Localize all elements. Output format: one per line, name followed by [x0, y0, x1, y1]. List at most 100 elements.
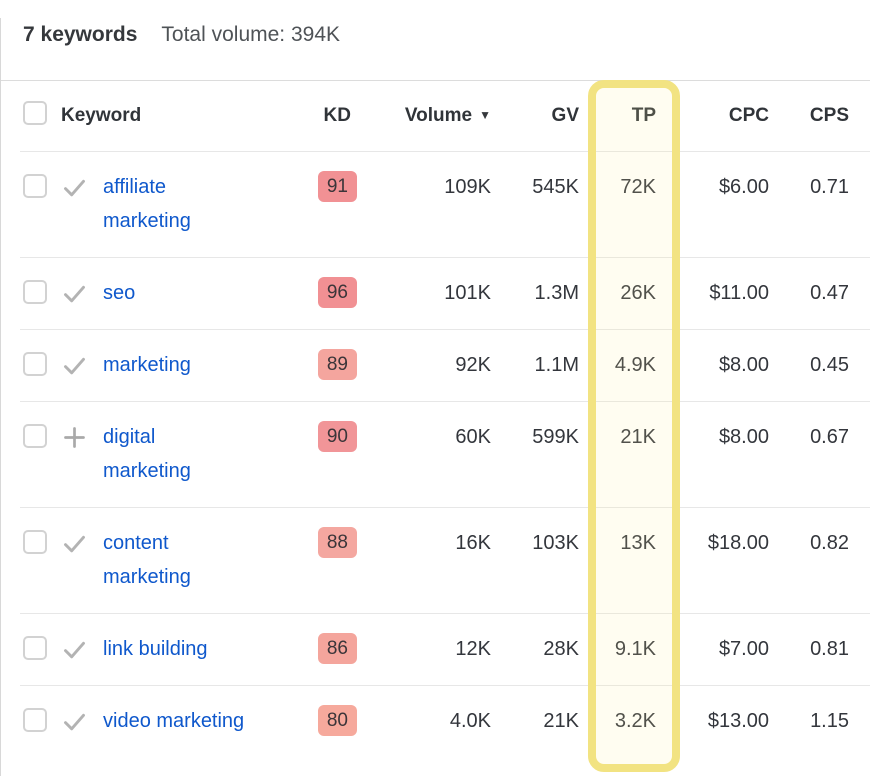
cps-cell: 0.71: [810, 176, 849, 198]
keyword-count: 7 keywords: [23, 23, 138, 46]
tp-cell: 3.2K: [614, 710, 656, 732]
column-header-gv[interactable]: GV: [551, 105, 579, 126]
row-status-cell: [61, 170, 103, 201]
table-row: digital marketing 90 60K 599K 21K $8.00 …: [1, 401, 870, 507]
sort-descending-icon: ▼: [479, 108, 491, 122]
kd-cell: 90: [248, 420, 365, 452]
row-checkbox[interactable]: [23, 636, 47, 660]
column-header-keyword[interactable]: Keyword: [61, 105, 142, 126]
column-header-volume-label: Volume: [404, 105, 473, 126]
tp-cell: 21K: [620, 426, 656, 448]
gv-cell: 21K: [543, 710, 579, 732]
check-icon[interactable]: [61, 530, 88, 557]
keyword-cell: link building: [103, 632, 248, 666]
kd-cell: 96: [248, 276, 365, 308]
cpc-cell: $6.00: [718, 176, 769, 198]
column-header-cps[interactable]: CPS: [809, 105, 849, 126]
kd-badge: 88: [317, 527, 357, 558]
keyword-cell: digital marketing: [103, 420, 248, 488]
keyword-cell: content marketing: [103, 526, 248, 594]
gv-cell: 1.1M: [534, 354, 579, 376]
row-checkbox-cell: [23, 526, 61, 559]
keyword-cell: seo: [103, 276, 248, 310]
keyword-cell: video marketing: [103, 704, 248, 738]
cpc-cell: $8.00: [718, 354, 769, 376]
select-all-cell: [23, 101, 61, 131]
keyword-link[interactable]: digital marketing: [103, 426, 191, 482]
volume-cell: 101K: [444, 282, 491, 304]
column-header-volume[interactable]: Volume ▼: [365, 105, 491, 127]
keyword-link[interactable]: link building: [103, 638, 208, 660]
tp-cell: 72K: [620, 176, 656, 198]
kd-badge: 86: [317, 633, 357, 664]
check-icon[interactable]: [61, 636, 88, 663]
tp-cell: 4.9K: [614, 354, 656, 376]
row-status-cell: [61, 276, 103, 307]
row-checkbox-cell: [23, 170, 61, 203]
row-checkbox-cell: [23, 348, 61, 381]
row-checkbox[interactable]: [23, 174, 47, 198]
tp-cell: 13K: [620, 532, 656, 554]
column-header-tp[interactable]: TP: [631, 105, 656, 126]
row-checkbox[interactable]: [23, 708, 47, 732]
cpc-cell: $11.00: [709, 282, 769, 304]
keyword-cell: affiliate marketing: [103, 170, 248, 238]
table-summary-bar: 7 keywords Total volume: 394K: [1, 18, 870, 81]
row-checkbox-cell: [23, 420, 61, 453]
column-header-cpc[interactable]: CPC: [728, 105, 769, 126]
keyword-link[interactable]: seo: [103, 282, 136, 304]
row-status-cell: [61, 348, 103, 379]
row-checkbox[interactable]: [23, 280, 47, 304]
table-row: seo 96 101K 1.3M 26K $11.00 0.47: [1, 257, 870, 329]
cpc-cell: $8.00: [718, 426, 769, 448]
kd-cell: 86: [248, 632, 365, 664]
row-checkbox-cell: [23, 632, 61, 665]
kd-badge: 96: [317, 277, 357, 308]
row-checkbox[interactable]: [23, 424, 47, 448]
kd-cell: 89: [248, 348, 365, 380]
cps-cell: 0.81: [810, 638, 849, 660]
volume-cell: 92K: [455, 354, 491, 376]
keyword-link[interactable]: video marketing: [103, 710, 245, 732]
cps-cell: 0.47: [810, 282, 849, 304]
check-icon[interactable]: [61, 280, 88, 307]
row-checkbox-cell: [23, 704, 61, 737]
row-status-cell: [61, 632, 103, 663]
check-icon[interactable]: [61, 352, 88, 379]
kd-cell: 91: [248, 170, 365, 202]
kd-badge: 80: [317, 705, 357, 736]
plus-icon[interactable]: [61, 424, 88, 451]
keyword-link[interactable]: affiliate marketing: [103, 176, 191, 232]
volume-cell: 4.0K: [449, 710, 491, 732]
table-row: video marketing 80 4.0K 21K 3.2K $13.00 …: [1, 685, 870, 757]
row-status-cell: [61, 704, 103, 735]
cps-cell: 0.82: [810, 532, 849, 554]
gv-cell: 545K: [532, 176, 579, 198]
gv-cell: 1.3M: [534, 282, 579, 304]
table-row: link building 86 12K 28K 9.1K $7.00 0.81: [1, 613, 870, 685]
cpc-cell: $13.00: [707, 710, 769, 732]
check-icon[interactable]: [61, 174, 88, 201]
keyword-cell: marketing: [103, 348, 248, 382]
kd-cell: 88: [248, 526, 365, 558]
kd-badge: 90: [317, 421, 357, 452]
column-header-kd[interactable]: KD: [323, 105, 351, 126]
select-all-checkbox[interactable]: [23, 101, 47, 125]
cps-cell: 1.15: [810, 710, 849, 732]
row-status-cell: [61, 526, 103, 557]
check-icon[interactable]: [61, 708, 88, 735]
gv-cell: 28K: [543, 638, 579, 660]
kd-cell: 80: [248, 704, 365, 736]
keyword-table-body: affiliate marketing 91 109K 545K 72K $6.…: [1, 151, 870, 757]
table-row: affiliate marketing 91 109K 545K 72K $6.…: [1, 151, 870, 257]
cps-cell: 0.45: [810, 354, 849, 376]
volume-cell: 60K: [455, 426, 491, 448]
row-checkbox[interactable]: [23, 352, 47, 376]
volume-cell: 16K: [455, 532, 491, 554]
row-checkbox-cell: [23, 276, 61, 309]
row-checkbox[interactable]: [23, 530, 47, 554]
keyword-link[interactable]: marketing: [103, 354, 191, 376]
keyword-link[interactable]: content marketing: [103, 532, 191, 588]
gv-cell: 599K: [532, 426, 579, 448]
total-volume: Total volume: 394K: [161, 23, 341, 46]
